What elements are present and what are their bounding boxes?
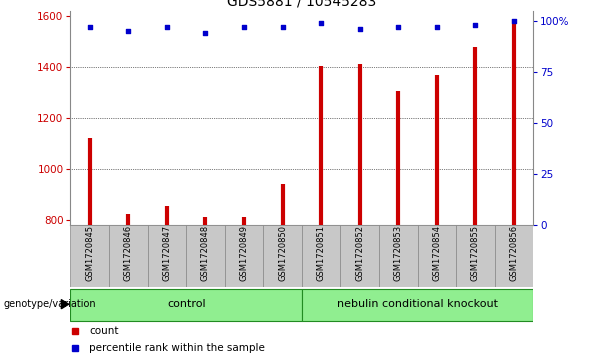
- Bar: [340, 225, 379, 287]
- Text: GSM1720856: GSM1720856: [509, 225, 519, 281]
- Bar: [148, 225, 186, 287]
- Text: GSM1720848: GSM1720848: [201, 225, 210, 281]
- Text: count: count: [89, 326, 118, 336]
- Text: GSM1720853: GSM1720853: [394, 225, 403, 281]
- Bar: [70, 225, 109, 287]
- Bar: [495, 225, 533, 287]
- Point: [200, 30, 210, 36]
- Bar: [417, 225, 456, 287]
- Text: GSM1720851: GSM1720851: [317, 225, 326, 281]
- Text: GSM1720847: GSM1720847: [162, 225, 172, 281]
- Bar: [456, 225, 495, 287]
- Bar: [302, 225, 340, 287]
- Point: [394, 24, 403, 30]
- Bar: [302, 289, 533, 321]
- Point: [432, 24, 442, 30]
- Text: GSM1720849: GSM1720849: [240, 225, 248, 281]
- Text: control: control: [167, 299, 205, 309]
- Point: [509, 18, 519, 24]
- Point: [471, 22, 481, 28]
- Bar: [70, 289, 302, 321]
- Bar: [225, 225, 264, 287]
- Bar: [264, 225, 302, 287]
- Point: [278, 24, 287, 30]
- Point: [355, 26, 365, 32]
- Bar: [109, 225, 148, 287]
- Point: [162, 24, 172, 30]
- Bar: [186, 225, 225, 287]
- Text: GSM1720852: GSM1720852: [356, 225, 364, 281]
- Point: [316, 20, 326, 26]
- Text: percentile rank within the sample: percentile rank within the sample: [89, 343, 265, 353]
- Text: nebulin conditional knockout: nebulin conditional knockout: [337, 299, 498, 309]
- Text: genotype/variation: genotype/variation: [3, 299, 96, 309]
- Title: GDS5881 / 10545283: GDS5881 / 10545283: [227, 0, 376, 8]
- Bar: [379, 225, 417, 287]
- Text: GSM1720850: GSM1720850: [278, 225, 287, 281]
- Text: GSM1720845: GSM1720845: [85, 225, 94, 281]
- Text: GSM1720846: GSM1720846: [124, 225, 133, 281]
- Point: [123, 28, 133, 34]
- Text: GSM1720855: GSM1720855: [471, 225, 480, 281]
- Point: [239, 24, 249, 30]
- Point: [85, 24, 94, 30]
- Text: GSM1720854: GSM1720854: [432, 225, 441, 281]
